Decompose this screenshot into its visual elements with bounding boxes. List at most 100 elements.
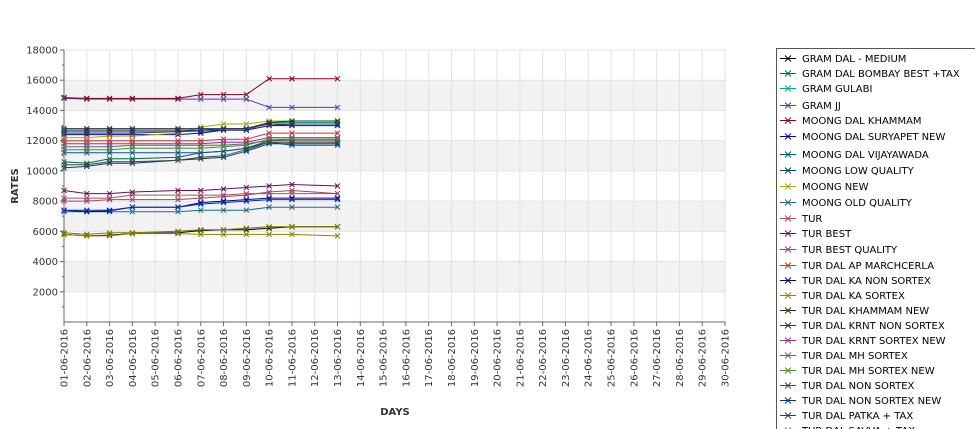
legend-swatch-marker xyxy=(784,307,792,314)
legend-item: GRAM DAL - MEDIUM xyxy=(780,54,906,65)
y-axis-title: RATES xyxy=(10,168,21,204)
legend-swatch-marker xyxy=(784,246,792,253)
data-point xyxy=(334,183,341,189)
y-tick-label: 14000 xyxy=(26,106,58,117)
data-point xyxy=(289,223,295,230)
legend-swatch-marker xyxy=(784,199,792,206)
x-axis-title: DAYS xyxy=(380,407,410,418)
data-point xyxy=(83,207,90,214)
data-point xyxy=(243,231,250,238)
data-point xyxy=(243,127,250,133)
data-point xyxy=(129,130,136,136)
data-point xyxy=(334,75,341,82)
legend-label: TUR BEST QUALITY xyxy=(801,245,898,256)
legend-swatch-marker xyxy=(784,277,792,284)
x-tick-label: 05-06-2016 xyxy=(151,329,162,387)
legend-frame xyxy=(776,48,975,429)
data-point xyxy=(83,198,90,204)
y-tick-label: 10000 xyxy=(26,166,58,177)
legend-label: TUR DAL AP MARCHCERLA xyxy=(801,261,934,272)
legend-item: MOONG DAL SURYAPET NEW xyxy=(780,132,945,143)
x-tick-label: 25-06-2016 xyxy=(607,329,618,387)
data-point xyxy=(220,152,227,159)
grid-band xyxy=(64,261,725,292)
x-tick-label: 11-06-2016 xyxy=(287,329,298,387)
legend-item: TUR DAL KRNT NON SORTEX xyxy=(780,321,945,332)
data-point xyxy=(266,75,272,82)
series-12 xyxy=(61,181,341,197)
legend-item: TUR DAL KHAMMAM NEW xyxy=(780,306,929,317)
x-axis-ticks: 01-06-2016 02-06-2016 03-06-2016 04-06-2016… xyxy=(60,322,732,387)
data-point xyxy=(289,104,295,111)
data-point xyxy=(197,226,204,233)
data-point xyxy=(266,130,272,136)
y-axis-ticks: 2000 4000 6000 8000 10000 12000 14000 16000 1800… xyxy=(26,46,64,308)
data-point xyxy=(129,208,136,215)
x-tick-label: 10-06-2016 xyxy=(265,329,276,387)
x-tick-label: 16-06-2016 xyxy=(401,329,412,387)
legend-swatch-marker xyxy=(784,262,792,269)
legend-label: TUR DAL KHAMMAM NEW xyxy=(801,306,929,317)
data-point xyxy=(175,145,181,152)
x-tick-label: 03-06-2016 xyxy=(105,329,116,387)
series-22 xyxy=(61,139,341,168)
legend-label: TUR DAL SAVVA + TAX xyxy=(801,426,915,429)
data-point xyxy=(106,208,113,214)
legend-item: TUR BEST xyxy=(780,229,852,240)
data-point xyxy=(220,193,227,200)
data-point xyxy=(220,143,227,150)
legend-label: MOONG DAL KHAMMAM xyxy=(802,116,922,127)
legend-label: TUR DAL PATKA + TAX xyxy=(801,411,913,422)
data-point xyxy=(266,189,272,195)
data-point xyxy=(175,208,181,215)
data-point xyxy=(220,91,227,98)
data-point xyxy=(175,95,181,102)
grid-band xyxy=(64,80,725,111)
y-tick-label: 18000 xyxy=(26,46,58,57)
legend-label: MOONG NEW xyxy=(802,182,869,193)
data-point xyxy=(334,196,341,203)
legend-item: TUR xyxy=(780,214,822,225)
data-point xyxy=(197,154,204,161)
data-point xyxy=(106,229,113,236)
data-point xyxy=(243,198,250,204)
x-tick-label: 01-06-2016 xyxy=(60,329,71,387)
data-point xyxy=(129,204,136,211)
data-point xyxy=(106,207,113,214)
data-point xyxy=(266,122,272,129)
data-point xyxy=(197,195,204,201)
x-tick-label: 09-06-2016 xyxy=(242,329,253,387)
data-point xyxy=(334,104,341,111)
legend-label: TUR DAL KRNT NON SORTEX xyxy=(801,321,945,332)
data-point xyxy=(289,139,295,146)
legend-swatch-marker xyxy=(784,102,792,109)
series-13 xyxy=(61,187,341,204)
legend-swatch-marker xyxy=(784,167,792,174)
x-tick-label: 08-06-2016 xyxy=(219,329,230,387)
data-point xyxy=(106,158,113,165)
series-23 xyxy=(61,196,341,214)
x-tick-label: 20-06-2016 xyxy=(493,329,504,387)
data-point xyxy=(106,146,113,153)
data-point xyxy=(266,196,272,203)
data-point xyxy=(334,233,341,239)
x-tick-label: 23-06-2016 xyxy=(561,329,572,387)
x-tick-label: 29-06-2016 xyxy=(698,329,709,387)
data-point xyxy=(334,204,341,211)
legend-swatch-marker xyxy=(784,367,792,374)
data-point xyxy=(289,130,295,136)
data-point xyxy=(266,139,272,146)
legend-label: MOONG DAL SURYAPET NEW xyxy=(802,132,945,143)
data-point xyxy=(266,183,272,189)
legend-item: TUR DAL MH SORTEX NEW xyxy=(780,366,935,377)
data-point xyxy=(243,192,250,198)
data-point xyxy=(129,125,136,132)
data-point xyxy=(197,149,204,156)
legend-item: MOONG DAL VIJAYAWADA xyxy=(780,150,929,161)
data-point xyxy=(197,96,204,102)
data-point xyxy=(197,91,204,98)
data-point xyxy=(175,149,181,156)
legend-swatch-marker xyxy=(784,412,792,419)
data-point xyxy=(175,228,181,235)
legend-item: MOONG DAL KHAMMAM xyxy=(780,116,922,127)
